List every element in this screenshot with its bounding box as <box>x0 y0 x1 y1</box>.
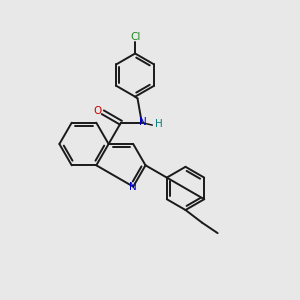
Text: H: H <box>155 119 163 130</box>
Text: Cl: Cl <box>130 32 140 42</box>
Text: O: O <box>93 106 101 116</box>
Text: N: N <box>140 117 147 127</box>
Text: N: N <box>129 182 137 192</box>
